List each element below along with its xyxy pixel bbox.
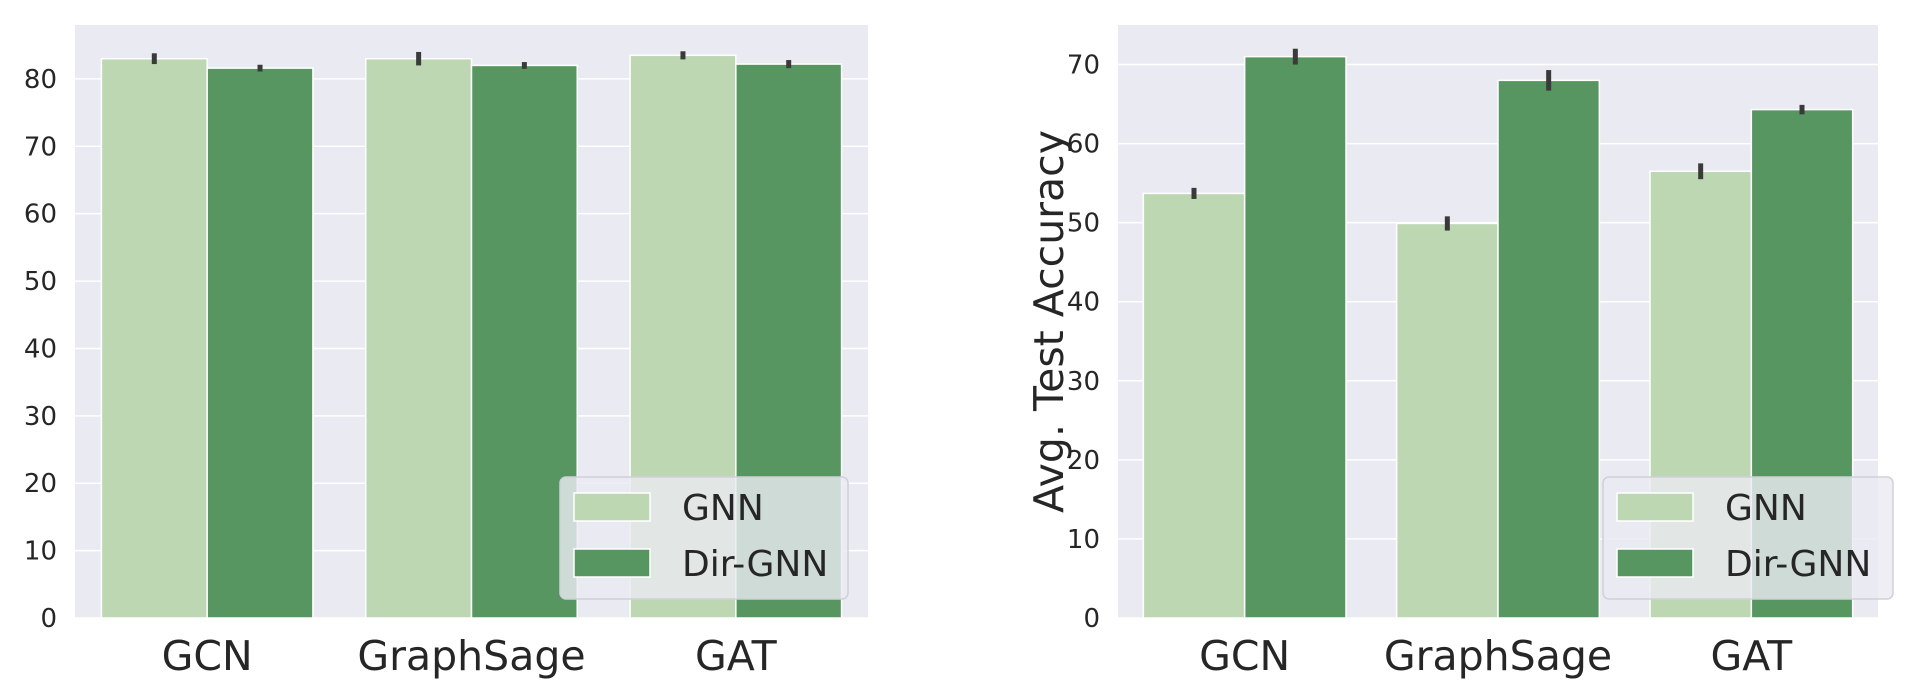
bar-gnn-gcn [1142,192,1246,619]
y-tick-label: 0 [40,604,57,634]
bar-gnn-graphsage [1395,222,1499,619]
x-tick-label: GraphSage [1384,632,1612,680]
y-tick-label: 40 [1067,288,1100,318]
y-tick-label: 70 [1067,51,1100,81]
y-tick-label: 60 [24,200,57,230]
y-tick-label: 60 [1067,130,1100,160]
legend: GNN Dir-GNN [1602,476,1894,600]
right-chart-panel: 0 10 20 30 40 50 60 70 GCN GraphSage GAT Avg. Test … [1025,25,1894,680]
legend-swatch-gnn [573,492,651,522]
y-tick-label: 20 [24,469,57,499]
legend-label-dir-gnn: Dir-GNN [1725,544,1871,585]
x-tick-label: GraphSage [357,632,585,680]
y-tick-label: 30 [1067,367,1100,397]
bar-dir-gnn-graphsage [1497,79,1601,619]
x-tick-label: GAT [695,632,778,680]
legend: GNN Dir-GNN [559,476,849,600]
y-tick-label: 20 [1067,446,1100,476]
legend-swatch-gnn [1616,492,1694,522]
bar-dir-gnn-gcn [206,67,314,619]
y-axis-label: Avg. Test Accuracy [1025,130,1073,513]
left-chart-panel: 0 10 20 30 40 50 60 70 80 GCN GraphSage GAT GNN Dir-G… [24,25,868,680]
bar-gnn-graphsage [365,57,473,619]
y-tick-label: 50 [1067,209,1100,239]
x-tick-label: GCN [1199,632,1290,680]
legend-swatch-dir-gnn [573,548,651,578]
y-tick-label: 40 [24,334,57,364]
y-tick-label: 10 [1067,525,1100,555]
legend-label-gnn: GNN [1725,488,1807,529]
x-tick-label: GCN [162,632,253,680]
legend-label-dir-gnn: Dir-GNN [682,544,828,585]
y-tick-label: 30 [24,402,57,432]
y-tick-label: 80 [24,65,57,95]
y-tick-label: 70 [24,132,57,162]
bar-dir-gnn-gcn [1243,55,1347,619]
legend-swatch-dir-gnn [1616,548,1694,578]
y-tick-label: 10 [24,537,57,567]
legend-label-gnn: GNN [682,488,764,529]
x-tick-label: GAT [1710,632,1793,680]
bar-gnn-gcn [100,57,208,619]
y-tick-label: 50 [24,267,57,297]
y-tick-label: 0 [1083,604,1100,634]
